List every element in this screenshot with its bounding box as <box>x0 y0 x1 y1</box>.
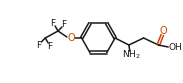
Text: F: F <box>48 42 53 50</box>
Text: OH: OH <box>168 42 182 51</box>
Text: O: O <box>159 26 167 36</box>
Text: O: O <box>67 33 75 43</box>
Text: F: F <box>36 41 41 49</box>
Text: NH$_2$: NH$_2$ <box>122 49 140 61</box>
Text: F: F <box>51 19 56 27</box>
Text: F: F <box>61 20 66 28</box>
